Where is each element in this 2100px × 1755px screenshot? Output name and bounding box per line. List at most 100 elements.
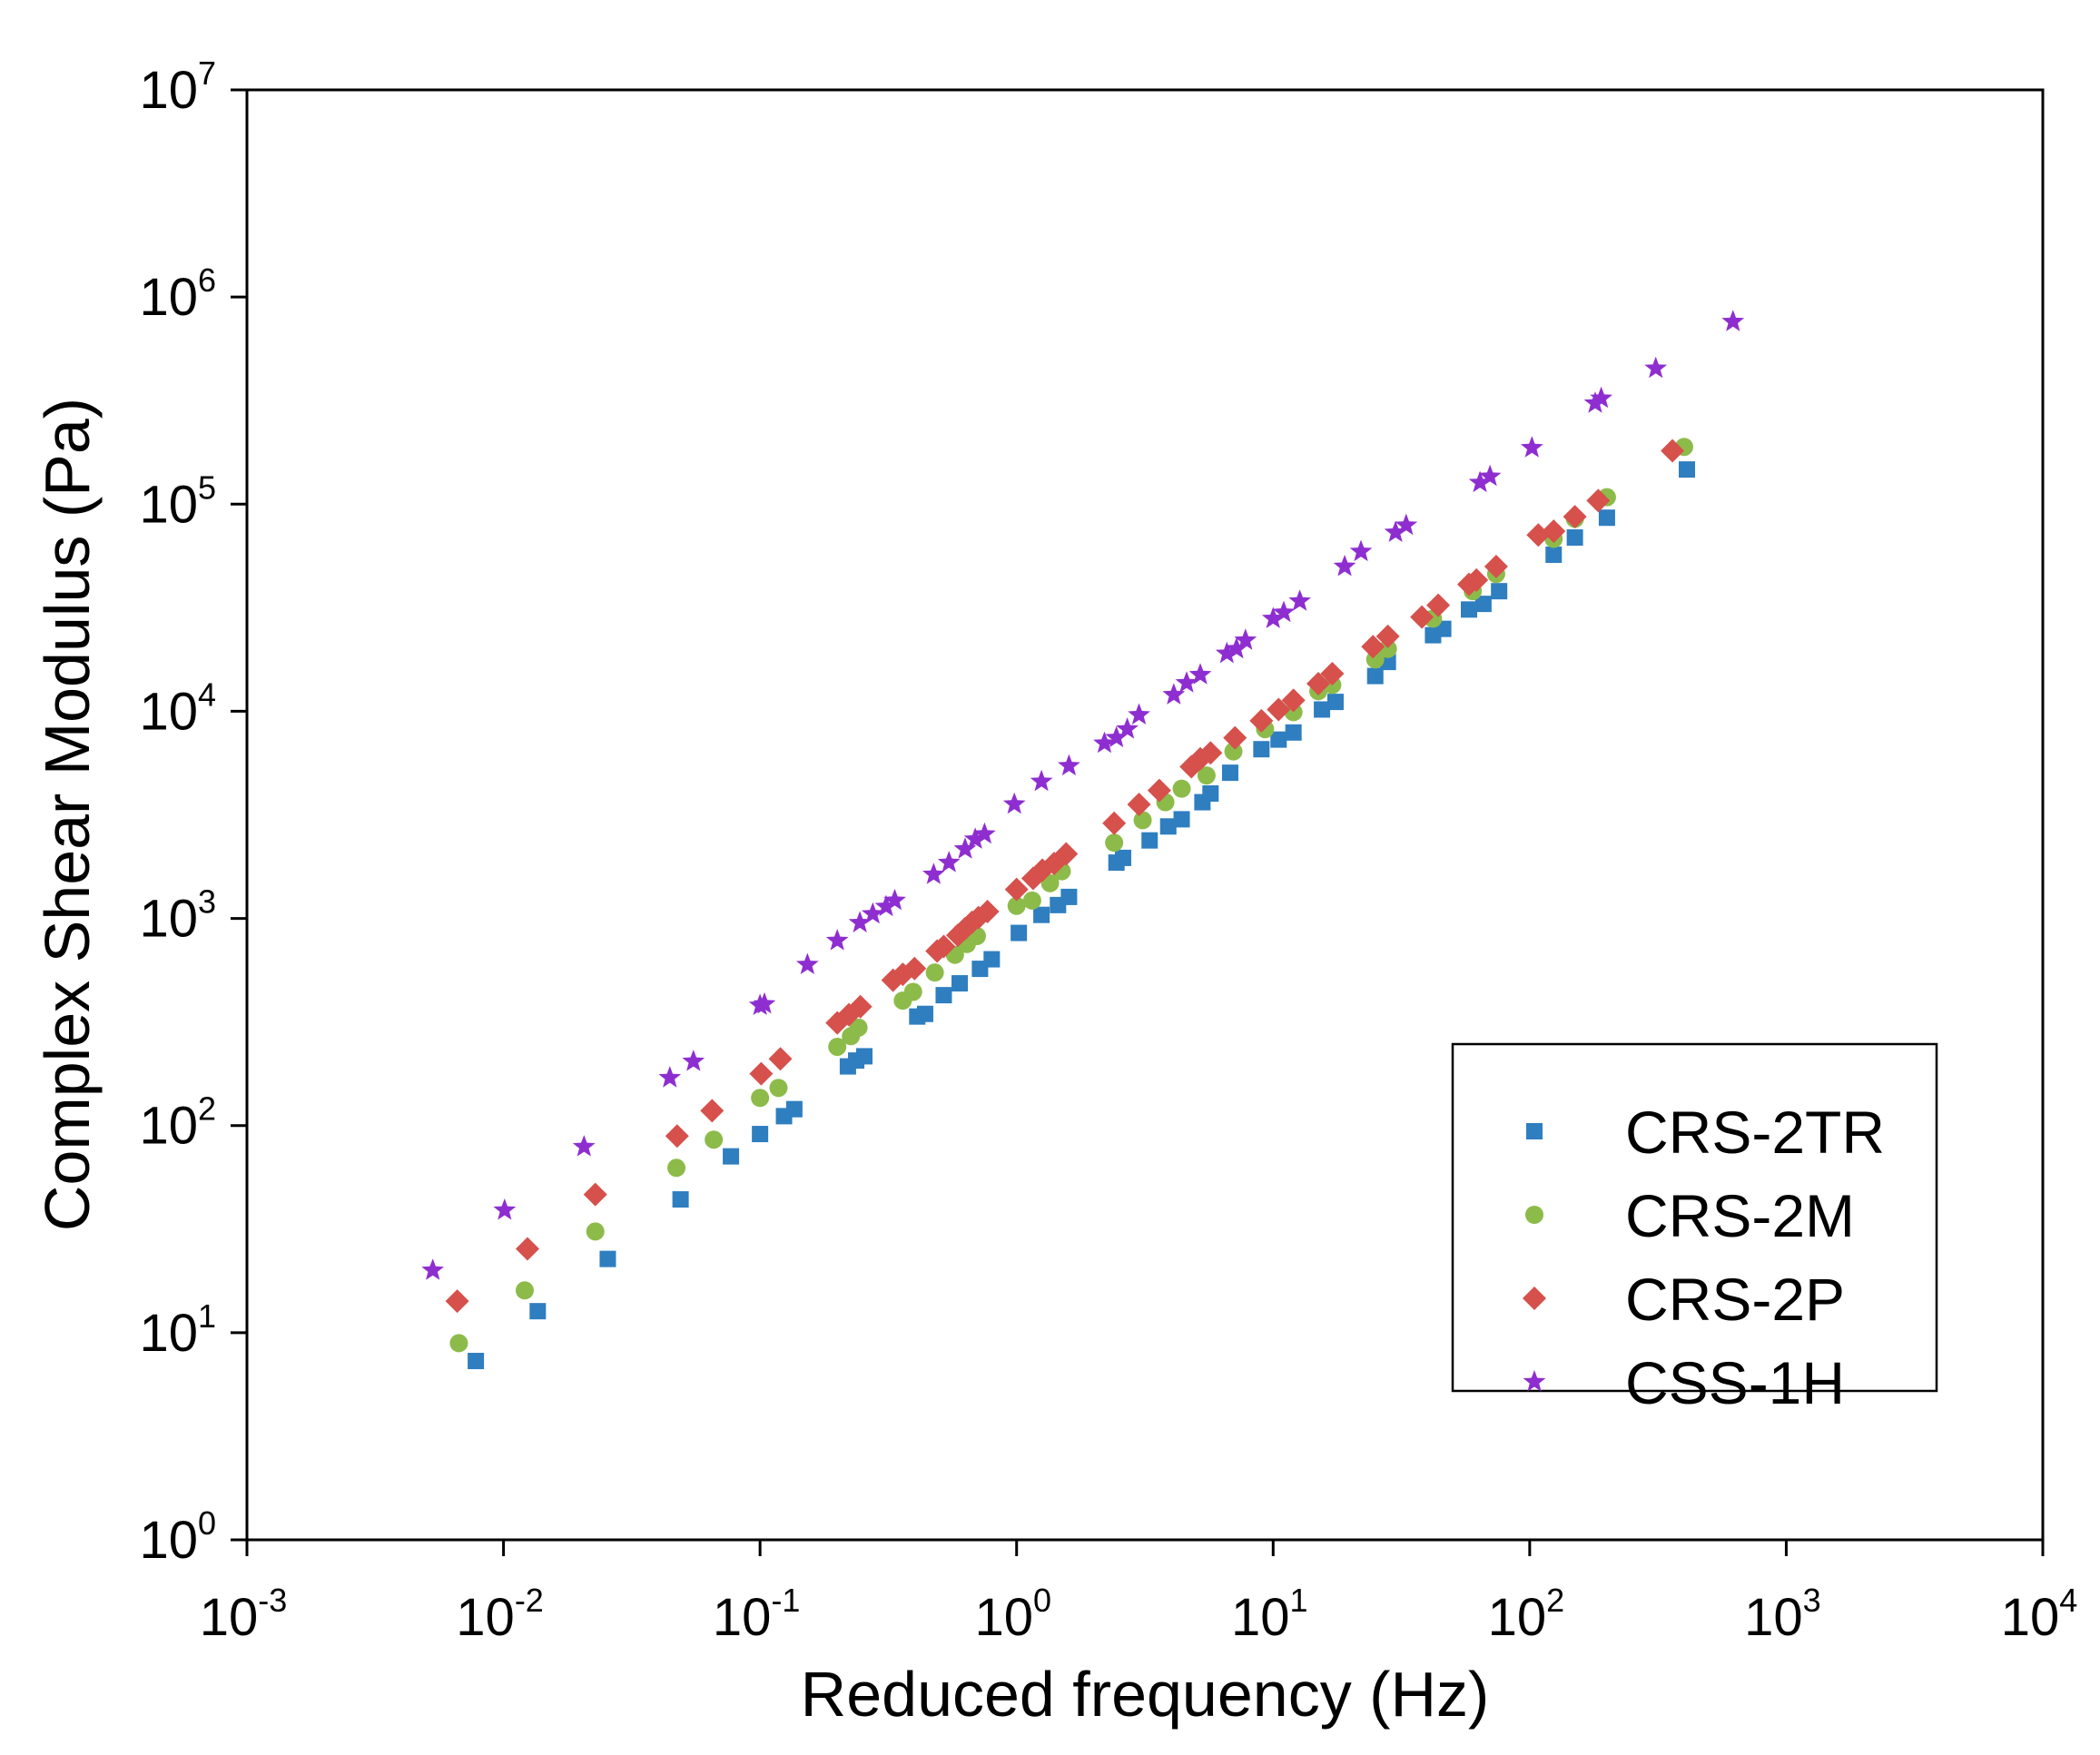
data-point	[1586, 488, 1611, 513]
data-point	[667, 1158, 686, 1178]
data-point	[1162, 683, 1186, 705]
data-point	[1221, 764, 1238, 782]
data-point	[753, 991, 776, 1014]
data-point	[1116, 717, 1139, 739]
data-point	[1102, 811, 1127, 835]
data-point	[1410, 605, 1435, 629]
data-point	[848, 911, 872, 932]
data-point	[1133, 811, 1152, 830]
legend-marker	[1526, 1123, 1543, 1139]
data-point	[1545, 546, 1563, 563]
data-point	[1306, 671, 1331, 695]
data-point	[883, 888, 906, 911]
data-point	[1461, 601, 1478, 618]
series-crs-2p	[445, 439, 1685, 1314]
data-point	[1033, 906, 1050, 923]
data-point	[1147, 778, 1171, 803]
data-point	[1288, 589, 1311, 611]
data-point	[922, 863, 945, 884]
y-tick-label: 100	[139, 1504, 216, 1570]
data-point	[1002, 792, 1026, 814]
data-point	[1127, 793, 1151, 817]
data-point	[1234, 628, 1257, 650]
legend-label: CSS-1H	[1625, 1349, 1845, 1416]
data-point	[1215, 641, 1238, 664]
data-point	[1159, 818, 1177, 835]
x-tick-label: 100	[974, 1582, 1051, 1647]
data-point	[874, 894, 898, 917]
x-tick-label: 103	[1744, 1582, 1821, 1647]
y-axis-ticks: 100 101 102 103 104 105 106 107	[139, 54, 247, 1570]
data-point	[1105, 725, 1128, 748]
legend-marker	[1523, 1287, 1546, 1310]
data-point	[672, 1191, 689, 1208]
data-point	[1590, 386, 1612, 409]
data-point	[1520, 436, 1543, 458]
data-point	[1679, 461, 1696, 478]
data-point	[828, 1037, 847, 1056]
data-point	[1030, 769, 1053, 792]
data-point	[752, 1126, 769, 1143]
data-point	[1022, 891, 1041, 910]
data-point	[1223, 725, 1247, 750]
data-point	[1141, 832, 1158, 849]
plot-frame	[245, 88, 2045, 1542]
data-point	[963, 827, 987, 849]
data-point	[935, 987, 952, 1004]
data-point	[1426, 593, 1451, 617]
data-point	[1197, 766, 1216, 785]
data-point	[1188, 663, 1212, 685]
legend-marker	[1525, 1206, 1543, 1224]
data-point	[1395, 513, 1418, 536]
data-point	[583, 1182, 607, 1207]
x-axis-ticks: 10-3 10-2 10-1 100 101 102 103 104	[200, 1540, 2078, 1647]
y-tick-label: 102	[139, 1090, 216, 1156]
data-point	[902, 956, 927, 981]
data-point	[1598, 509, 1615, 527]
data-point	[916, 1005, 933, 1022]
x-tick-label: 10-3	[200, 1582, 288, 1647]
data-point	[1333, 555, 1356, 577]
x-tick-label: 104	[2001, 1582, 2078, 1647]
data-point	[1375, 624, 1400, 648]
data-point	[925, 963, 944, 982]
data-point	[1093, 731, 1116, 754]
data-point	[1172, 779, 1191, 798]
y-tick-label: 104	[139, 675, 216, 741]
data-point	[1253, 741, 1270, 758]
data-point	[1721, 310, 1745, 331]
data-point	[468, 1353, 485, 1370]
data-point	[1314, 701, 1331, 718]
data-point	[953, 837, 977, 859]
data-point	[1175, 671, 1198, 693]
y-axis-title: Complex Shear Modulus (Pa)	[32, 398, 103, 1231]
legend-items: CRS-2TR CRS-2M CRS-2P CSS-1H	[1523, 1099, 1885, 1416]
data-point	[1105, 833, 1124, 853]
data-point	[769, 1079, 788, 1098]
data-point	[973, 822, 996, 844]
data-point	[1281, 688, 1306, 713]
x-axis-title: Reduced frequency (Hz)	[801, 1659, 1490, 1730]
data-point	[825, 929, 849, 951]
data-point	[1566, 529, 1583, 547]
data-point	[1058, 754, 1080, 776]
data-point	[1224, 742, 1243, 761]
data-point	[1114, 849, 1131, 866]
data-point	[705, 1130, 724, 1149]
data-point	[1272, 600, 1296, 623]
data-point	[785, 1100, 803, 1118]
data-point	[421, 1258, 444, 1280]
data-point	[1478, 464, 1502, 487]
data-point	[599, 1250, 616, 1267]
data-point	[1284, 703, 1303, 722]
data-point	[449, 1334, 468, 1353]
data-point	[658, 1066, 682, 1088]
data-point	[1542, 519, 1566, 544]
data-point	[1468, 470, 1492, 493]
legend: CRS-2TR CRS-2M CRS-2P CSS-1H	[1451, 1042, 1938, 1416]
y-tick-label: 105	[139, 468, 216, 534]
data-point	[515, 1281, 534, 1300]
x-tick-label: 10-1	[713, 1582, 801, 1647]
series-crs-2tr	[468, 461, 1696, 1370]
